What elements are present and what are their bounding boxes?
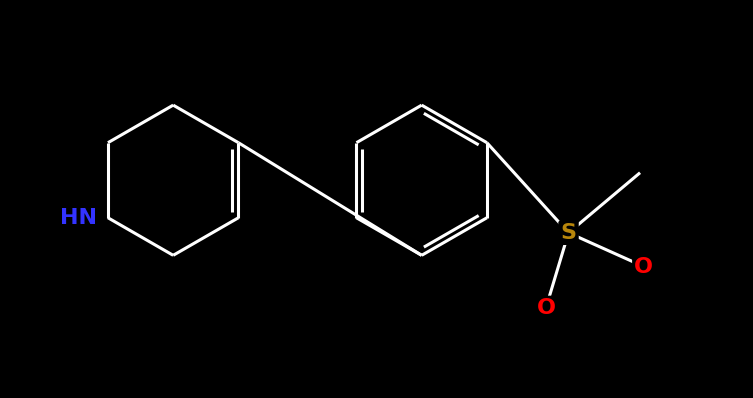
- Text: O: O: [536, 298, 556, 318]
- Text: S: S: [560, 223, 577, 243]
- Text: HN: HN: [59, 208, 96, 228]
- Text: O: O: [634, 257, 654, 277]
